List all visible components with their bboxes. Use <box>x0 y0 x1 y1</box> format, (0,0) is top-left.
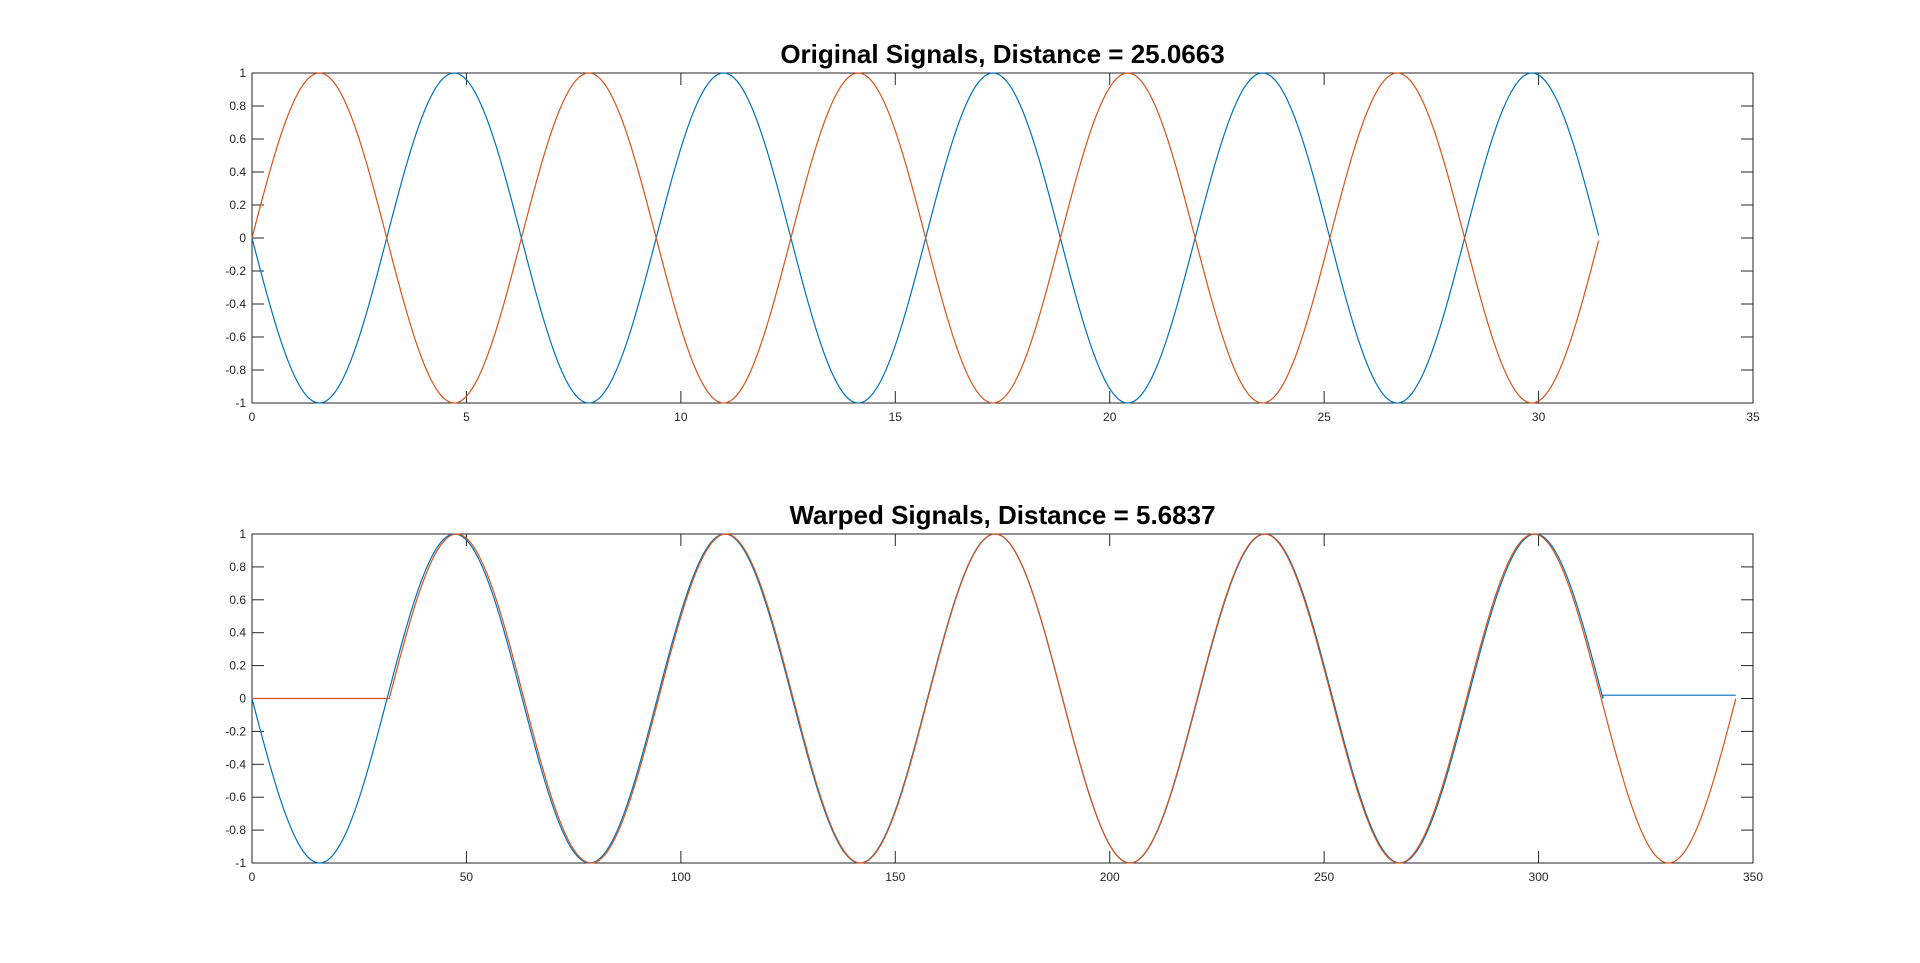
warped-signals-xtick-label: 200 <box>1100 870 1120 884</box>
warped-signals-ytick-label: -1 <box>235 856 246 870</box>
warped-signals-ytick-label: -0.8 <box>225 823 246 837</box>
original-signals-ytick-label: 0.4 <box>229 165 246 179</box>
warped-signals-title: Warped Signals, Distance = 5.6837 <box>789 500 1215 530</box>
warped-signals-ytick-label: 0.8 <box>229 560 246 574</box>
original-signals-axes-box <box>251 72 1754 404</box>
original-signals-xtick-label: 35 <box>1746 410 1760 424</box>
warped-signals-ytick-label: -0.6 <box>225 790 246 804</box>
original-signals-series-line-2 <box>251 72 1600 404</box>
original-signals-ytick-label: -0.8 <box>225 363 246 377</box>
warped-signals-xtick-label: 100 <box>671 870 691 884</box>
warped-signals-series-line-2 <box>252 533 1737 864</box>
original-signals-ytick-label: -0.4 <box>225 297 246 311</box>
warped-signals-xtick-label: 0 <box>249 870 256 884</box>
original-signals-ytick-label: 0 <box>239 231 246 245</box>
original-signals-ytick-label: 0.2 <box>229 198 246 212</box>
warped-signals-xtick-label: 250 <box>1314 870 1334 884</box>
warped-signals-axes-box <box>251 533 1754 864</box>
original-signals-series-line-1 <box>251 72 1600 404</box>
original-signals-xtick-label: 0 <box>249 410 256 424</box>
warped-signals-xtick-label: 50 <box>460 870 474 884</box>
original-signals-title: Original Signals, Distance = 25.0663 <box>780 39 1224 69</box>
warped-signals-ytick-label: -0.2 <box>225 724 246 738</box>
original-signals-xtick-label: 5 <box>463 410 470 424</box>
warped-signals-ytick-label: 0.4 <box>229 626 246 640</box>
warped-signals-chart: Warped Signals, Distance = 5.6837 0 50 100 1… <box>225 500 1763 884</box>
warped-signals-xtick-label: 350 <box>1743 870 1763 884</box>
original-signals-xtick-label: 20 <box>1103 410 1117 424</box>
original-signals-ytick-label: -1 <box>235 396 246 410</box>
original-signals-xtick-label: 15 <box>889 410 903 424</box>
warped-signals-ytick-label: 0.6 <box>229 593 246 607</box>
warped-signals-xtick-label: 300 <box>1529 870 1549 884</box>
original-signals-xtick-label: 30 <box>1532 410 1546 424</box>
warped-signals-ytick-label: 0 <box>239 692 246 706</box>
warped-signals-xtick-label: 150 <box>885 870 905 884</box>
original-signals-ytick-label: -0.6 <box>225 330 246 344</box>
original-signals-ytick-label: 0.8 <box>229 99 246 113</box>
original-signals-ytick-label: -0.2 <box>225 264 246 278</box>
warped-signals-ytick-label: -0.4 <box>225 757 246 771</box>
original-signals-xtick-label: 10 <box>674 410 688 424</box>
original-signals-xtick-label: 25 <box>1317 410 1331 424</box>
warped-signals-ytick-label: 0.2 <box>229 659 246 673</box>
warped-signals-ytick-label: 1 <box>239 527 246 541</box>
original-signals-ytick-label: 1 <box>239 66 246 80</box>
original-signals-ytick-label: 0.6 <box>229 132 246 146</box>
